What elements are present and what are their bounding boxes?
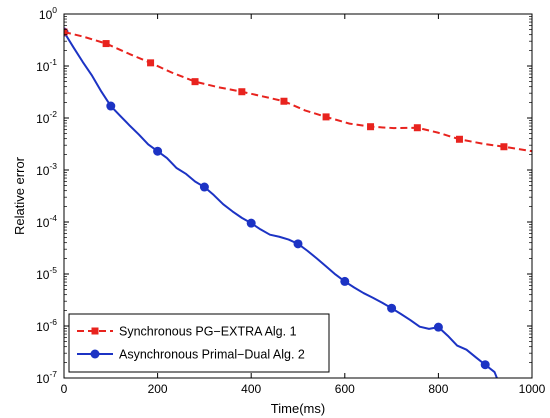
- series-1-line: [64, 31, 532, 153]
- series-2-point-4: [246, 218, 256, 228]
- legend-label-2: Asynchronous Primal−Dual Alg. 2: [119, 348, 305, 362]
- series-1-point-6: [322, 113, 330, 121]
- series-1-point-0: [64, 28, 68, 36]
- series-2-point-7: [387, 303, 397, 313]
- x-tick-label-3: 600: [335, 382, 355, 396]
- y-tick-label-6: 10-6: [36, 317, 57, 334]
- series-1-point-1: [102, 40, 110, 48]
- legend-label-1: Synchronous PG−EXTRA Alg. 1: [119, 325, 297, 339]
- x-tick-label-1: 200: [148, 382, 168, 396]
- series-1-point-9: [455, 135, 463, 143]
- y-axis-label: Relative error: [12, 156, 27, 235]
- tick-layer: 0 200 400 600 800 1000 100 10-1 10-2 10-3 10-4 10-5…: [36, 5, 546, 396]
- y-tick-label-0: 100: [39, 5, 57, 22]
- series-2-point-1: [106, 101, 116, 111]
- y-tick-label-5: 10-5: [36, 265, 57, 282]
- series-1-point-2: [147, 59, 155, 67]
- y-tick-label-7: 10-7: [36, 369, 57, 386]
- x-tick-label-5: 1000: [519, 382, 546, 396]
- series-2-point-2: [153, 146, 163, 156]
- y-tick-label-3: 10-3: [36, 161, 57, 178]
- series-1-point-5: [280, 97, 288, 105]
- legend-box: [68, 313, 330, 373]
- legend-marker-1: [91, 327, 99, 335]
- series-layer: [64, 27, 532, 378]
- series-2-point-9: [480, 360, 490, 370]
- y-tick-label-4: 10-4: [36, 213, 57, 230]
- y-tick-label-2: 10-2: [36, 109, 57, 126]
- series-2-point-3: [199, 182, 209, 192]
- series-1-point-3: [191, 78, 199, 86]
- legend: Synchronous PG−EXTRA Alg. 1 Asynchronous …: [68, 313, 330, 373]
- x-tick-label-2: 400: [241, 382, 261, 396]
- x-tick-label-0: 0: [61, 382, 68, 396]
- y-tick-label-1: 10-1: [36, 57, 57, 74]
- series-2-point-6: [340, 276, 350, 286]
- series-1-point-7: [367, 123, 375, 131]
- x-tick-label-4: 800: [428, 382, 448, 396]
- series-2-line: [64, 31, 498, 378]
- series-1-point-4: [238, 88, 246, 96]
- x-axis-label: Time(ms): [271, 401, 325, 416]
- series-2-point-5: [293, 239, 303, 249]
- series-1: [64, 28, 532, 153]
- plot-frame: [63, 13, 533, 379]
- series-1-point-10: [500, 143, 508, 151]
- series-2-point-8: [433, 322, 443, 332]
- legend-marker-2: [90, 349, 100, 359]
- series-1-point-8: [413, 124, 421, 132]
